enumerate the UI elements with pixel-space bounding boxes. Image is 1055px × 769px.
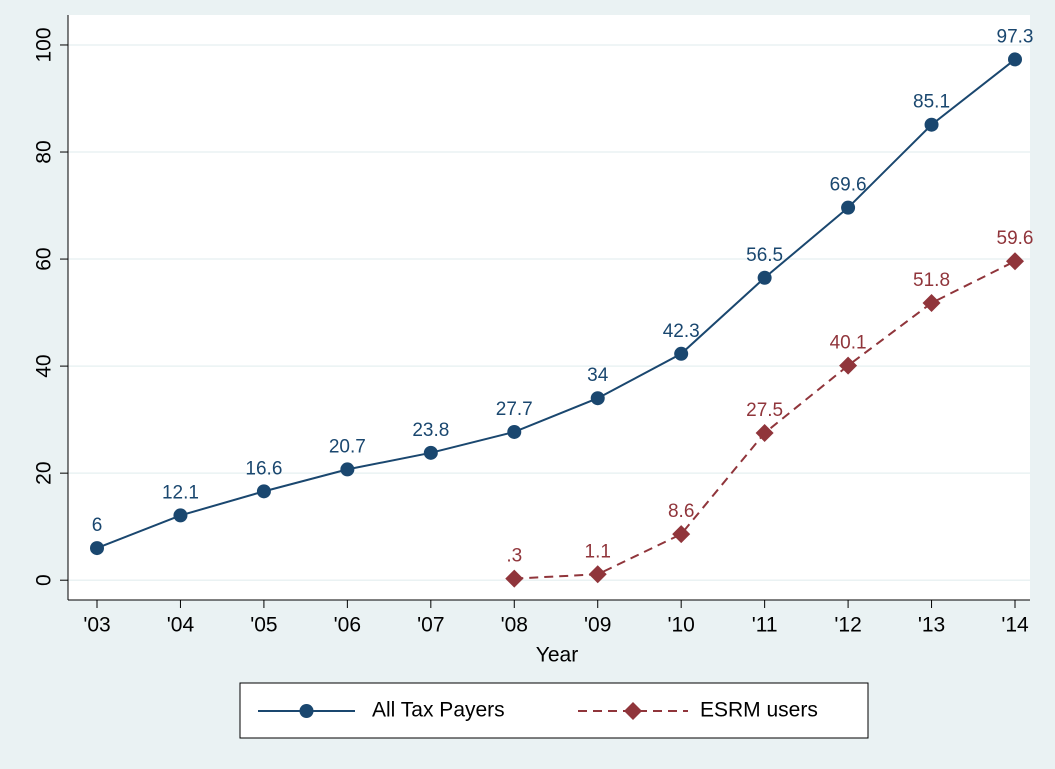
marker [588, 565, 607, 584]
value-label: 8.6 [668, 501, 694, 522]
value-label: 1.1 [585, 541, 611, 562]
y-tick-label: 40 [33, 354, 56, 377]
x-tick-label: '12 [834, 614, 861, 637]
plot-area [68, 15, 1030, 600]
marker [841, 200, 856, 215]
marker [90, 541, 104, 556]
marker [256, 484, 271, 499]
value-label: 85.1 [913, 92, 950, 113]
x-tick-label: '08 [501, 614, 528, 637]
marker [1006, 252, 1024, 271]
y-tick-label: 0 [33, 574, 56, 586]
value-label: 97.3 [997, 26, 1034, 47]
legend-label: ESRM users [700, 699, 818, 722]
value-label: 56.5 [746, 245, 783, 266]
marker [299, 704, 314, 718]
marker [423, 445, 438, 460]
value-label: 6 [92, 515, 103, 536]
marker [755, 424, 774, 443]
value-label: 16.6 [245, 458, 282, 479]
x-tick-label: '11 [752, 614, 778, 637]
value-label: 69.6 [830, 175, 867, 196]
value-label: 40.1 [830, 333, 867, 354]
marker [1008, 52, 1022, 67]
marker [922, 293, 941, 312]
legend-label: All Tax Payers [372, 699, 505, 722]
x-tick-label: '14 [1001, 614, 1029, 637]
x-tick-label: '13 [918, 614, 945, 637]
x-axis-title: Year [536, 644, 578, 667]
value-label: 51.8 [913, 270, 950, 291]
value-label: 59.6 [997, 228, 1034, 249]
x-tick-label: '09 [584, 614, 611, 637]
x-tick-label: '06 [334, 614, 361, 637]
value-label: 27.7 [496, 399, 533, 420]
marker [507, 424, 522, 439]
y-tick-label: 80 [33, 140, 56, 163]
value-label: 27.5 [746, 400, 783, 421]
y-tick-label: 100 [33, 27, 56, 62]
value-label: 12.1 [162, 482, 199, 503]
marker [505, 569, 524, 588]
y-tick-label: 20 [33, 461, 56, 484]
marker [590, 391, 605, 406]
value-label: 42.3 [663, 321, 700, 342]
marker [924, 117, 939, 132]
marker [757, 270, 772, 285]
value-label: 23.8 [412, 420, 449, 441]
marker [674, 346, 689, 361]
marker [173, 508, 188, 523]
marker [340, 462, 355, 477]
x-tick-label: '04 [167, 614, 195, 637]
marker [672, 525, 691, 544]
x-tick-label: '03 [83, 614, 110, 637]
value-label: 20.7 [329, 436, 366, 457]
value-label: .3 [506, 546, 522, 567]
x-tick-label: '07 [417, 614, 444, 637]
series-line [96, 58, 1016, 550]
x-tick-label: '05 [250, 614, 277, 637]
marker [839, 356, 858, 375]
x-tick-label: '10 [667, 614, 694, 637]
value-label: 34 [587, 365, 609, 386]
marker [624, 702, 642, 720]
y-tick-label: 60 [33, 247, 56, 270]
